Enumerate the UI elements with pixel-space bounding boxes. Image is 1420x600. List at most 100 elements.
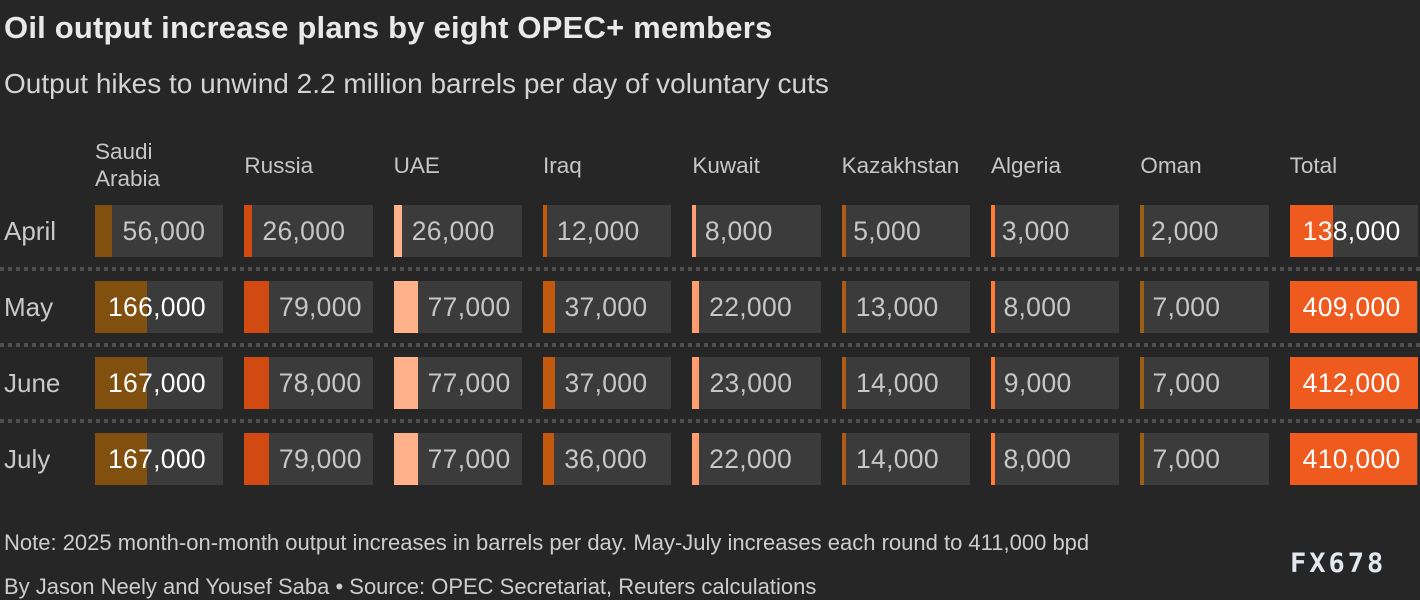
value-bar (990, 281, 995, 333)
value-label: 77,000 (427, 291, 511, 322)
row-divider (0, 419, 1420, 423)
value-label: 5,000 (853, 215, 922, 246)
table-row: July 167,000 79,000 77,000 36,000 22,000 14,00… (0, 433, 1420, 485)
value-bar (542, 357, 555, 409)
value-label: 412,000 (1302, 367, 1401, 398)
value-cell: 7,000 (1140, 357, 1269, 409)
value-cell: 138,000 (1289, 205, 1418, 257)
month-label: June (4, 367, 61, 398)
value-bar (1289, 281, 1418, 333)
brand-logo: FX678 (1290, 548, 1387, 579)
value-bar (990, 433, 995, 485)
value-bar (841, 281, 846, 333)
value-cell: 9,000 (990, 357, 1120, 409)
value-bar (841, 357, 847, 409)
value-label: 13,000 (855, 291, 939, 322)
value-cell: 36,000 (542, 433, 672, 485)
value-cell: 12,000 (542, 205, 672, 257)
value-label: 26,000 (411, 215, 495, 246)
value-label: 79,000 (278, 443, 362, 474)
value-cell: 14,000 (841, 357, 970, 409)
value-bar (692, 205, 697, 257)
value-cell: 167,000 (95, 357, 224, 409)
value-cell: 23,000 (692, 357, 821, 409)
value-cell: 77,000 (393, 281, 522, 333)
value-bar (244, 281, 269, 333)
value-bar (393, 205, 402, 257)
data-table: Saudi Arabia Russia UAE Iraq Kuwait Kazakhsta… (0, 133, 1420, 485)
column-header: Oman (1140, 152, 1202, 178)
table-row: May 166,000 79,000 77,000 37,000 22,000 13,000… (0, 281, 1420, 333)
column-header: Iraq (542, 152, 582, 178)
value-label: 8,000 (704, 215, 773, 246)
column-header: Total (1289, 152, 1338, 178)
month-label: April (4, 215, 57, 246)
value-bar (841, 205, 846, 257)
value-label: 8,000 (1003, 443, 1072, 474)
value-bar (990, 205, 995, 257)
note-text: Note: 2025 month-on-month output increas… (4, 530, 1090, 555)
row-divider (0, 343, 1420, 347)
value-label: 167,000 (108, 367, 206, 398)
value-label: 78,000 (278, 367, 362, 398)
value-label: 26,000 (262, 215, 346, 246)
value-cell: 409,000 (1289, 281, 1418, 333)
value-bar (393, 357, 418, 409)
value-bar (1140, 357, 1145, 409)
value-label: 7,000 (1152, 367, 1221, 398)
value-label: 409,000 (1302, 291, 1401, 322)
value-label: 22,000 (709, 291, 793, 322)
value-bar (1140, 433, 1145, 485)
value-cell: 26,000 (393, 205, 522, 257)
table-row: June 167,000 78,000 77,000 37,000 23,000 14,00… (0, 357, 1420, 409)
value-label: 167,000 (108, 443, 206, 474)
value-bar (841, 433, 847, 485)
value-bar (95, 281, 147, 333)
value-cell: 77,000 (393, 357, 522, 409)
value-cell: 3,000 (990, 205, 1120, 257)
value-cell: 8,000 (990, 433, 1120, 485)
value-cell: 167,000 (95, 433, 224, 485)
column-header: Saudi Arabia (95, 139, 161, 191)
value-label: 22,000 (709, 443, 793, 474)
value-cell: 2,000 (1140, 205, 1269, 257)
value-bar (1289, 205, 1333, 257)
value-bar (692, 281, 700, 333)
value-cell: 79,000 (244, 281, 373, 333)
page-title: Oil output increase plans by eight OPEC+… (4, 10, 773, 45)
column-header: UAE (393, 152, 440, 178)
row-divider (0, 267, 1420, 271)
value-label: 138,000 (1302, 215, 1401, 246)
value-cell: 37,000 (542, 357, 672, 409)
value-label: 7,000 (1152, 291, 1221, 322)
value-label: 37,000 (564, 291, 648, 322)
value-label: 7,000 (1152, 443, 1221, 474)
value-cell: 412,000 (1289, 357, 1418, 409)
value-bar (542, 205, 547, 257)
column-header: Kazakhstan (841, 152, 960, 178)
value-cell: 79,000 (244, 433, 373, 485)
value-label: 8,000 (1003, 291, 1072, 322)
table-header-row: Saudi Arabia Russia UAE Iraq Kuwait Kazakhsta… (0, 133, 1420, 197)
value-bar (542, 433, 555, 485)
value-cell: 166,000 (95, 281, 224, 333)
value-bar (95, 357, 148, 409)
value-cell: 22,000 (692, 433, 821, 485)
value-bar (692, 433, 700, 485)
value-label: 56,000 (122, 215, 206, 246)
value-label: 77,000 (427, 443, 511, 474)
value-bar (542, 281, 555, 333)
value-label: 166,000 (108, 291, 206, 322)
page-subtitle: Output hikes to unwind 2.2 million barre… (4, 68, 829, 99)
value-cell: 14,000 (841, 433, 970, 485)
value-bar (244, 433, 269, 485)
value-bar (1140, 205, 1145, 257)
value-bar (244, 357, 269, 409)
value-bar (990, 357, 995, 409)
value-cell: 410,000 (1289, 433, 1418, 485)
value-cell: 7,000 (1140, 433, 1269, 485)
value-bar (1289, 357, 1418, 409)
byline-text: By Jason Neely and Yousef Saba • Source:… (4, 574, 817, 599)
column-header: Russia (244, 152, 314, 178)
month-label: July (4, 443, 51, 474)
